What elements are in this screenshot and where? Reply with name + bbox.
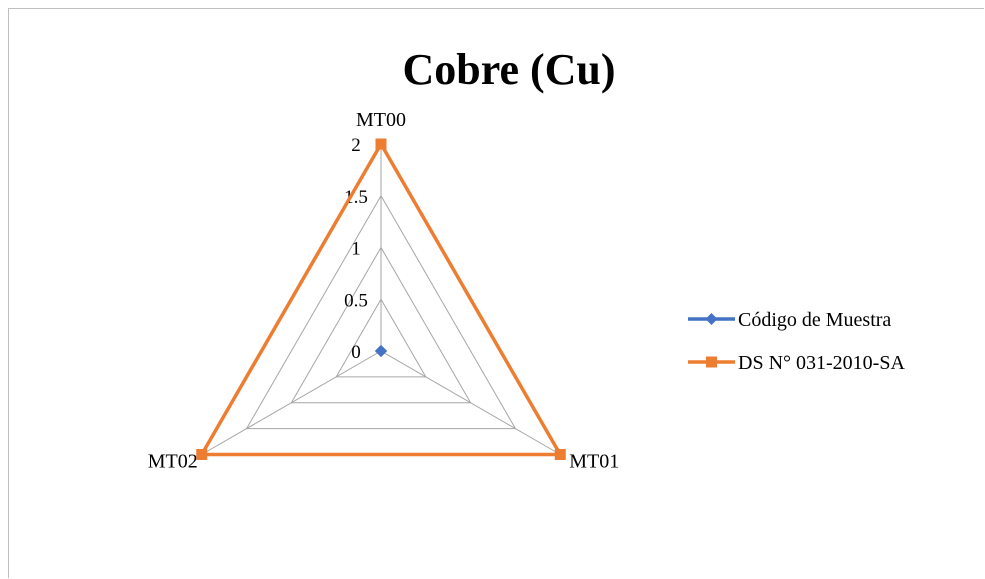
category-label-mt02: MT02 (148, 451, 198, 473)
legend-swatch-marker (705, 313, 718, 325)
radial-tick-labels: 0 0.5 1 1.5 2 (344, 135, 368, 363)
radial-tick-label: 1 (351, 239, 361, 260)
grid-ring-2 (290, 246, 472, 404)
radial-tick-label: 0.5 (344, 290, 368, 311)
legend-swatch-marker (706, 356, 717, 368)
grid-ring-3 (245, 194, 517, 430)
category-axis-labels: MT00 MT01 MT02 (148, 109, 620, 473)
grid-spoke-1 (380, 350, 561, 455)
series-1 (196, 138, 566, 460)
grid-spoke-2 (201, 350, 382, 455)
chart-frame (8, 8, 984, 578)
radial-tick-label: 1.5 (344, 187, 368, 208)
radial-tick-label: 0 (351, 342, 361, 363)
legend-item-0: Código de Muestra (688, 309, 891, 331)
legend-label: Código de Muestra (738, 309, 891, 331)
series-line-1 (198, 140, 564, 457)
series-1-point-mt00 (375, 138, 387, 150)
series-layer (196, 138, 566, 460)
series-1-point-mt01 (554, 449, 566, 460)
category-label-mt00: MT00 (356, 109, 406, 131)
series-1-point-mt02 (196, 449, 208, 460)
radar-grid (200, 143, 562, 455)
series-0-point-mt02 (375, 345, 387, 357)
category-label-mt01: MT01 (569, 451, 619, 473)
series-0 (375, 345, 387, 357)
legend-label: DS N° 031-2010-SA (738, 352, 905, 374)
legend-item-1: DS N° 031-2010-SA (688, 352, 905, 374)
chart-title: Cobre (Cu) (402, 45, 615, 94)
radial-tick-label: 2 (351, 135, 361, 156)
grid-ring-1 (335, 298, 427, 378)
legend: Código de Muestra DS N° 031-2010-SA (688, 309, 905, 374)
